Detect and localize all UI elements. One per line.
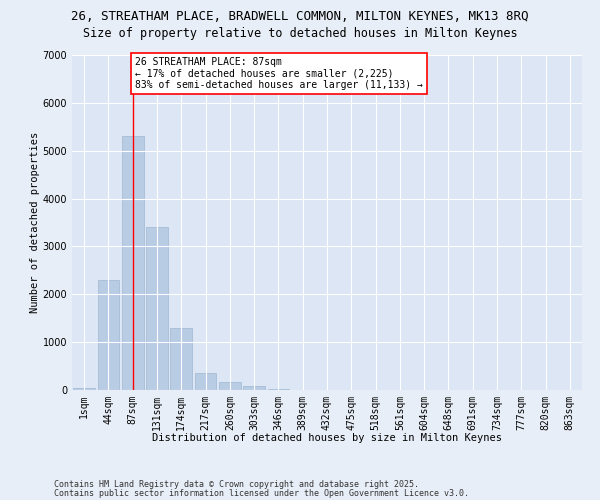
X-axis label: Distribution of detached houses by size in Milton Keynes: Distribution of detached houses by size … [152, 433, 502, 443]
Bar [122, 136, 143, 390]
Text: Contains HM Land Registry data © Crown copyright and database right 2025.: Contains HM Land Registry data © Crown c… [54, 480, 419, 489]
Text: Size of property relative to detached houses in Milton Keynes: Size of property relative to detached ho… [83, 28, 517, 40]
Y-axis label: Number of detached properties: Number of detached properties [30, 132, 40, 313]
Bar [194, 373, 217, 390]
Text: 26 STREATHAM PLACE: 87sqm
← 17% of detached houses are smaller (2,225)
83% of se: 26 STREATHAM PLACE: 87sqm ← 17% of detac… [135, 56, 423, 90]
Bar [170, 328, 192, 390]
Text: 26, STREATHAM PLACE, BRADWELL COMMON, MILTON KEYNES, MK13 8RQ: 26, STREATHAM PLACE, BRADWELL COMMON, MI… [71, 10, 529, 23]
Bar [219, 382, 241, 390]
Bar [73, 388, 95, 390]
Bar [268, 388, 289, 390]
Bar [146, 228, 168, 390]
Bar [243, 386, 265, 390]
Text: Contains public sector information licensed under the Open Government Licence v3: Contains public sector information licen… [54, 489, 469, 498]
Bar [97, 280, 119, 390]
